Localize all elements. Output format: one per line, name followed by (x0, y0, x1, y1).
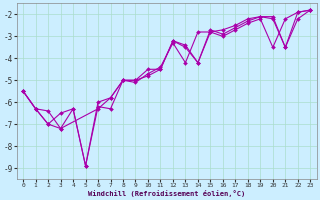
X-axis label: Windchill (Refroidissement éolien,°C): Windchill (Refroidissement éolien,°C) (88, 190, 245, 197)
